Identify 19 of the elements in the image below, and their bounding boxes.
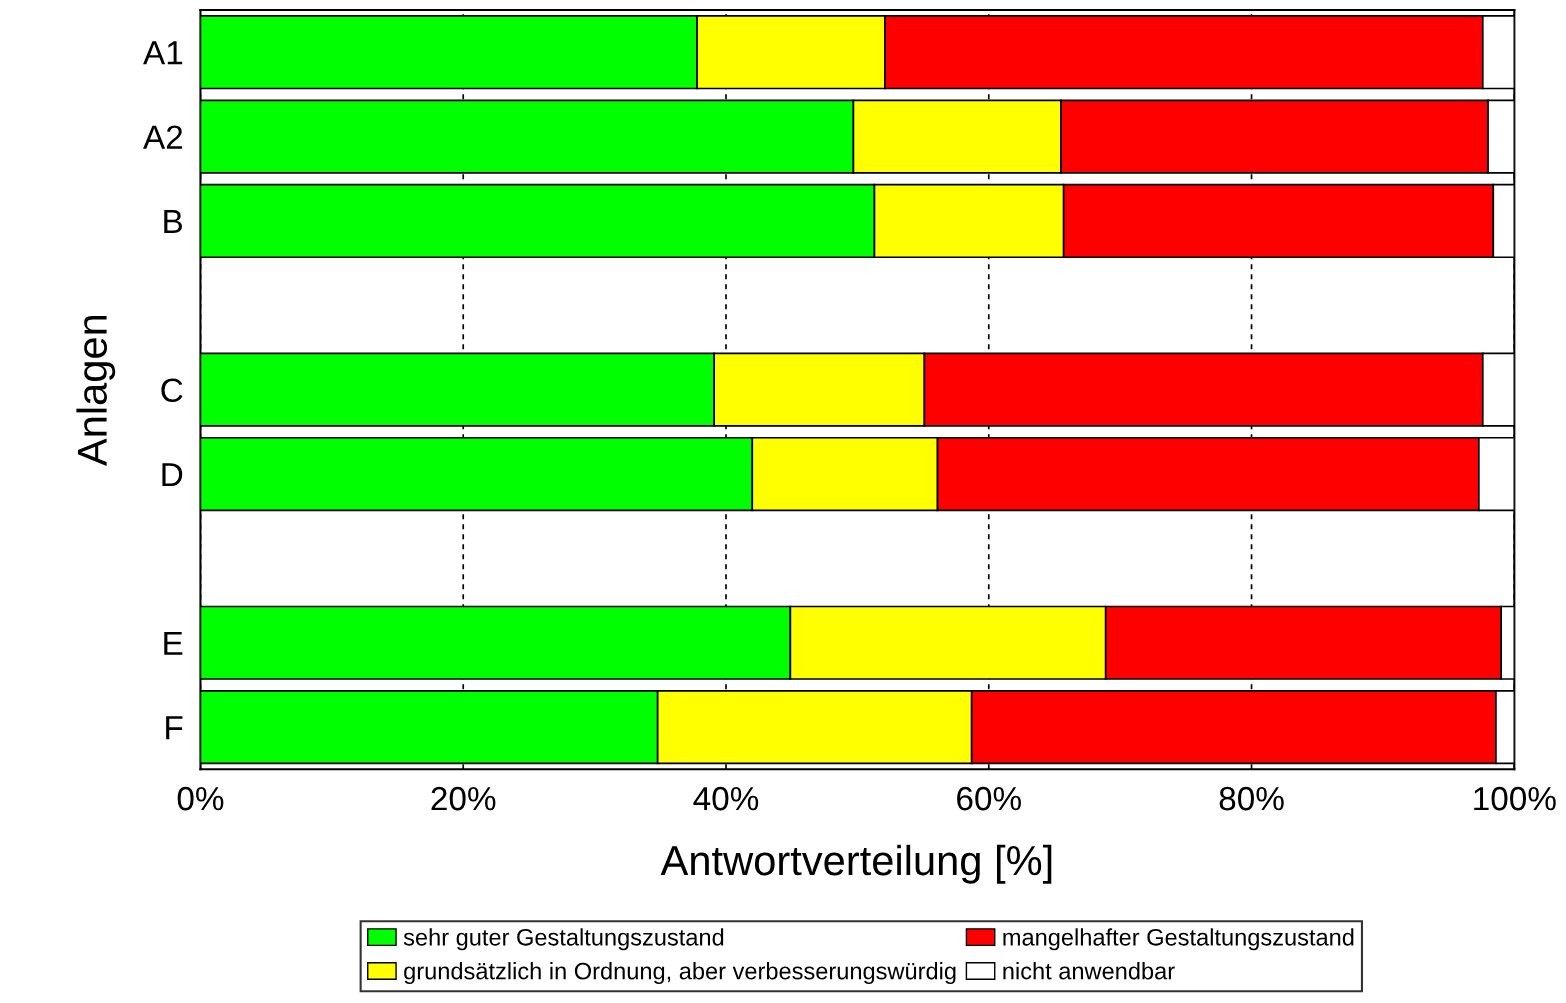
x-tick-label: 80% [1219, 786, 1284, 811]
legend-label: mangelhafter Gestaltungszustand [1003, 928, 1354, 951]
y-tick-label: B [164, 210, 183, 234]
legend-label: nicht anwendbar [1003, 962, 1175, 980]
x-tick-label: 60% [957, 786, 1021, 811]
legend-label: sehr guter Gestaltungszustand [403, 928, 724, 951]
y-tick-label: A2 [143, 125, 183, 149]
y-tick-label: E [164, 631, 183, 655]
x-tick-label: 40% [693, 786, 759, 811]
y-tick-label: D [162, 463, 183, 487]
x-axis-title: Antwortverteilung [%] [660, 844, 1052, 884]
y-tick-label: F [166, 716, 183, 740]
x-tick-label: 20% [431, 786, 496, 811]
y-tick-label: C [161, 378, 183, 403]
x-tick-label: 100% [1474, 786, 1556, 811]
y-axis-title: Anlagen [76, 315, 116, 467]
y-tick-label: A1 [143, 41, 183, 65]
legend-label: grundsätzlich in Ordnung, aber verbesserungswürdig [404, 962, 956, 985]
x-tick-label: 0% [177, 786, 224, 811]
